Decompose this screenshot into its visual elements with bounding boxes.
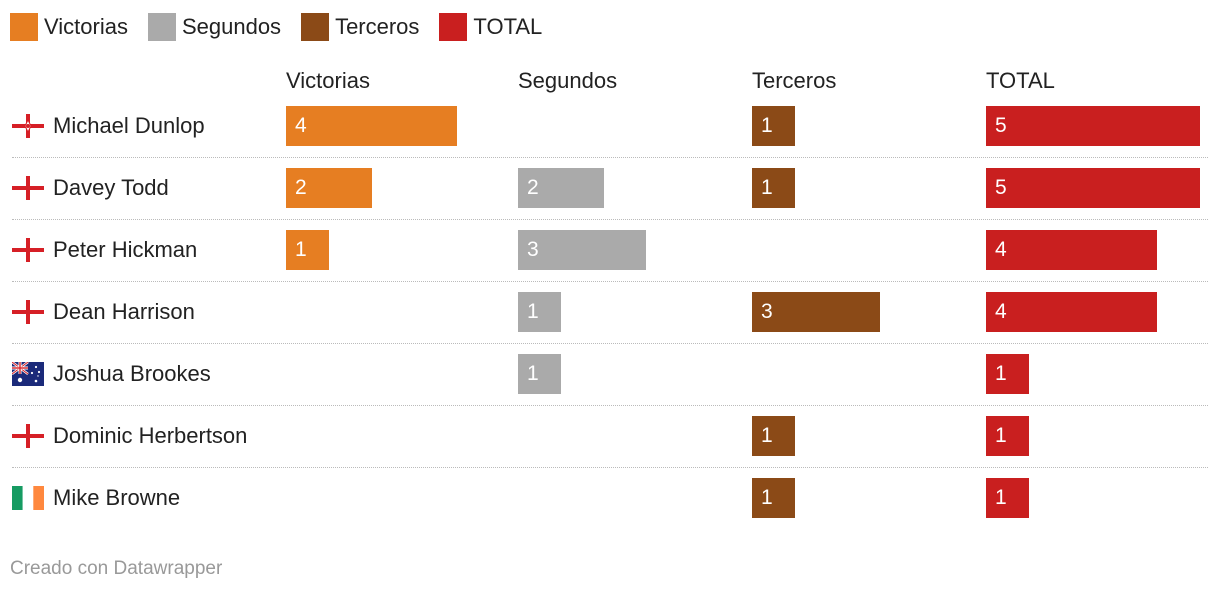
bar-terceros-dominic-herbertson — [752, 416, 795, 456]
bar-terceros-mike-browne — [752, 478, 795, 518]
row-separator — [12, 157, 1208, 158]
legend-swatch — [439, 13, 468, 41]
england-flag-icon — [12, 238, 53, 262]
bar-total-dominic-herbertson — [986, 416, 1029, 456]
row-label-peter-hickman: Peter Hickman — [12, 230, 197, 270]
rider-name: Mike Browne — [53, 485, 181, 510]
bar-value-label: 2 — [295, 176, 307, 199]
bar-terceros-dean-harrison — [752, 292, 880, 332]
row-label-michael-dunlop: Michael Dunlop — [12, 106, 205, 146]
legend-label: TOTAL — [473, 14, 543, 39]
row-label-davey-todd: Davey Todd — [12, 168, 169, 208]
bar-value-label: 1 — [527, 300, 539, 323]
australia-flag-icon — [12, 362, 53, 386]
row-label-joshua-brookes: Joshua Brookes — [12, 354, 211, 394]
row-separator — [12, 343, 1208, 344]
column-header-total: TOTAL — [986, 68, 1055, 93]
rider-name: Michael Dunlop — [53, 113, 205, 138]
bar-victorias-peter-hickman — [286, 230, 329, 270]
legend-item-total: TOTAL — [439, 13, 542, 41]
bar-value-label: 1 — [995, 486, 1007, 509]
bar-total-michael-dunlop — [986, 106, 1200, 146]
chart-legend: Victorias Segundos Terceros TOTAL — [10, 12, 562, 42]
england-flag-icon — [12, 424, 53, 448]
bar-terceros-michael-dunlop — [752, 106, 795, 146]
bar-value-label: 1 — [995, 424, 1007, 447]
bar-value-label: 1 — [761, 424, 773, 447]
bar-value-label: 1 — [527, 362, 539, 385]
bar-value-label: 5 — [995, 176, 1007, 199]
bar-value-label: 1 — [295, 238, 307, 261]
bar-victorias-davey-todd — [286, 168, 372, 208]
bar-value-label: 3 — [527, 238, 539, 261]
legend-swatch — [301, 13, 330, 41]
bar-total-davey-todd — [986, 168, 1200, 208]
bar-terceros-davey-todd — [752, 168, 795, 208]
rider-name: Davey Todd — [53, 175, 169, 200]
bar-value-label: 3 — [761, 300, 773, 323]
row-separator — [12, 219, 1208, 220]
legend-swatch — [10, 13, 38, 41]
row-label-mike-browne: Mike Browne — [12, 478, 180, 518]
column-header-terceros: Terceros — [752, 68, 837, 93]
footer-credit: Creado con Datawrapper — [10, 558, 223, 579]
legend-swatch — [147, 13, 176, 41]
bar-value-label: 5 — [995, 114, 1007, 137]
bar-value-label: 4 — [995, 300, 1007, 323]
bar-total-peter-hickman — [986, 230, 1157, 270]
england-flag-icon — [12, 176, 53, 200]
column-header-segundos: Segundos — [518, 68, 618, 93]
row-separator — [12, 467, 1208, 468]
legend-label: Segundos — [181, 14, 282, 39]
bar-value-label: 1 — [761, 176, 773, 199]
bar-victorias-michael-dunlop — [286, 106, 457, 146]
bar-total-joshua-brookes — [986, 354, 1029, 394]
rider-name: Dominic Herbertson — [53, 423, 248, 448]
legend-label: Victorias — [44, 14, 128, 39]
bar-value-label: 4 — [995, 238, 1007, 261]
legend-item-segundos: Segundos — [147, 13, 282, 41]
bar-segundos-peter-hickman — [518, 230, 646, 270]
row-label-dominic-herbertson: Dominic Herbertson — [12, 416, 247, 456]
bar-segundos-joshua-brookes — [518, 354, 561, 394]
column-header-victorias: Victorias — [286, 68, 370, 93]
legend-label: Terceros — [335, 14, 420, 39]
rider-name: Peter Hickman — [53, 237, 198, 262]
bar-total-mike-browne — [986, 478, 1029, 518]
bar-value-label: 4 — [295, 114, 307, 137]
bar-total-dean-harrison — [986, 292, 1157, 332]
row-separator — [12, 281, 1208, 282]
bar-value-label: 1 — [761, 114, 773, 137]
legend-item-terceros: Terceros — [301, 13, 419, 41]
ireland-flag-icon — [12, 486, 53, 510]
rider-name: Joshua Brookes — [53, 361, 211, 386]
bar-value-label: 1 — [995, 362, 1007, 385]
bar-segundos-dean-harrison — [518, 292, 561, 332]
bar-value-label: 2 — [527, 176, 539, 199]
bar-value-label: 1 — [761, 486, 773, 509]
rider-name: Dean Harrison — [53, 299, 195, 324]
england-flag-icon — [12, 300, 53, 324]
row-separator — [12, 405, 1208, 406]
row-label-dean-harrison: Dean Harrison — [12, 292, 195, 332]
legend-item-victorias: Victorias — [10, 13, 128, 41]
northern-ireland-flag-icon — [12, 114, 53, 138]
bar-segundos-davey-todd — [518, 168, 604, 208]
